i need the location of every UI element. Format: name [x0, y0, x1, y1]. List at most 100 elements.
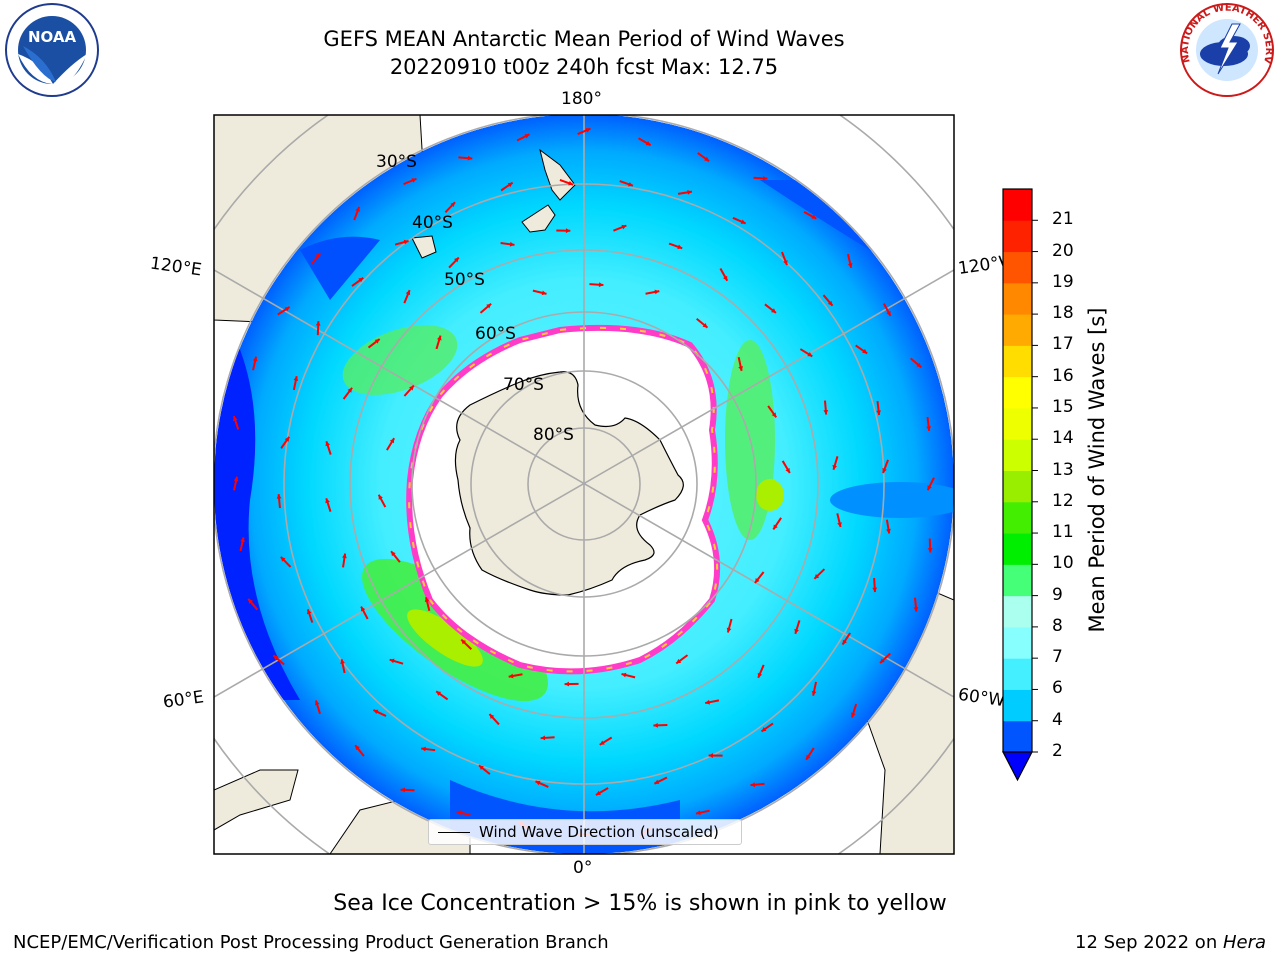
- wind-wave-arrow-head: [424, 597, 430, 603]
- wind-wave-arrow-head: [421, 746, 426, 752]
- wind-wave-arrow-head: [467, 155, 473, 161]
- wind-wave-arrow-head: [340, 659, 345, 665]
- lat-label-40s: 40°S: [412, 213, 453, 233]
- wind-wave-arrow-head: [358, 277, 364, 283]
- colorbar-segment: [1003, 251, 1032, 284]
- wind-wave-arrow-head: [771, 308, 776, 313]
- land-new-zealand: [521, 148, 576, 233]
- wind-wave-arrow-head: [851, 712, 856, 718]
- wind-wave-arrow-head: [645, 140, 651, 146]
- wind-wave-arrow-head: [454, 257, 459, 263]
- wind-wave-arrow-head: [342, 553, 347, 559]
- wind-wave-arrow-head: [738, 366, 744, 371]
- colorbar-tick-label: 9: [1052, 584, 1063, 605]
- lon-label-0: 0°: [573, 858, 593, 878]
- wind-wave-arrow-head: [355, 206, 360, 212]
- wind-wave-arrow-head: [750, 782, 756, 788]
- wind-wave-arrow-head: [926, 426, 932, 431]
- wind-wave-arrow-head: [621, 224, 627, 230]
- sea-ice-note: Sea Ice Concentration > 15% is shown in …: [333, 891, 947, 916]
- wind-wave-arrow-head: [314, 700, 320, 706]
- wind-wave-arrow-head: [540, 735, 546, 741]
- colorbar-segment: [1003, 470, 1032, 503]
- legend-line-sample: [438, 832, 470, 833]
- wind-wave-arrow-head: [541, 290, 547, 296]
- wind-wave-arrow-head: [676, 658, 682, 664]
- wind-wave-arrow-head: [585, 128, 591, 133]
- land-tasmania: [411, 235, 437, 259]
- wind-wave-arrow-head: [535, 780, 541, 786]
- colorbar-segment: [1003, 376, 1032, 409]
- wind-wave-arrow-head: [783, 260, 788, 266]
- wind-wave-arrow-head: [411, 178, 417, 183]
- wind-wave-arrow-head: [564, 681, 569, 687]
- wind-wave-arrow-head: [882, 468, 887, 473]
- map-legend: Wind Wave Direction (unscaled): [428, 819, 742, 845]
- wind-wave-arrow-head: [280, 556, 286, 562]
- wind-wave-arrow-head: [823, 409, 829, 415]
- colorbar-tick-label: 4: [1052, 709, 1063, 730]
- wind-wave-arrow-head: [785, 467, 790, 473]
- colorbar-tick-label: 8: [1052, 615, 1063, 636]
- wind-wave-arrow-head: [628, 181, 633, 187]
- wind-wave-arrow-head: [872, 587, 878, 593]
- map-frame: [213, 114, 955, 855]
- wind-wave-arrow-head: [478, 765, 484, 770]
- wind-wave-arrow-head: [811, 690, 817, 696]
- wind-wave-arrow-head: [702, 323, 708, 328]
- lat-label-80s: 80°S: [533, 425, 574, 445]
- wind-wave-arrow-head: [794, 628, 799, 634]
- wind-wave-arrow-head: [461, 639, 467, 645]
- wind-wave-arrow-head: [391, 551, 396, 557]
- wind-wave-arrow-head: [315, 252, 321, 258]
- wind-wave-arrow-head: [654, 289, 660, 295]
- wind-wave-arrow-head: [761, 726, 767, 732]
- wind-wave-arrow-head: [842, 639, 847, 645]
- wind-wave-arrow-head: [374, 339, 380, 344]
- legend-label: Wind Wave Direction (unscaled): [479, 823, 719, 841]
- colorbar-tick-label: 20: [1052, 240, 1074, 261]
- colorbar-tick-label: 11: [1052, 522, 1074, 543]
- wind-wave-arrow-head: [847, 263, 853, 268]
- colorbar-segment: [1003, 189, 1032, 221]
- colorbar-segment: [1003, 220, 1032, 253]
- wind-wave-arrow-head: [913, 607, 919, 612]
- wind-wave-arrow-head: [325, 498, 330, 504]
- wind-wave-arrow-head: [284, 436, 290, 442]
- wind-wave-arrow-head: [325, 441, 331, 447]
- wind-wave-arrow-head: [704, 156, 710, 162]
- colorbar-tick-label: 16: [1052, 365, 1074, 386]
- chart-title: GEFS MEAN Antarctic Mean Period of Wind …: [323, 27, 845, 51]
- wind-wave-arrow-head: [509, 241, 515, 247]
- wind-wave-arrow-head: [832, 464, 838, 470]
- wind-wave-arrow-head: [233, 416, 238, 422]
- colorbar-tick-label: 10: [1052, 553, 1074, 574]
- land-antarctica: [454, 371, 684, 596]
- wind-wave-arrow-head: [389, 658, 395, 664]
- wind-wave-arrow-head: [240, 537, 245, 543]
- colorbar-segment: [1003, 282, 1032, 315]
- wind-wave-arrow-head: [771, 412, 777, 418]
- wind-wave-arrow-head: [436, 691, 442, 696]
- wind-wave-arrow-head: [361, 606, 366, 612]
- colorbar-label: Mean Period of Wind Waves [s]: [1085, 307, 1109, 633]
- wind-wave-arrow-head: [687, 189, 692, 195]
- wind-wave-arrow-head: [705, 699, 710, 705]
- wind-wave-arrow-head: [347, 387, 353, 393]
- wind-wave-arrow-head: [507, 182, 513, 188]
- wind-wave-arrow-head: [827, 300, 833, 306]
- wind-wave-arrow-head: [486, 303, 492, 309]
- wind-wave-arrow-head: [595, 790, 601, 795]
- colorbar-tick-label: 19: [1052, 271, 1074, 292]
- colorbar-tick-label: 2: [1052, 741, 1063, 761]
- wind-wave-arrow-head: [233, 476, 239, 482]
- wind-wave-arrow-head: [273, 655, 279, 661]
- wind-wave-arrow-head: [293, 376, 299, 381]
- noaa-logo: NOAA: [5, 3, 99, 97]
- wind-wave-arrow-head: [389, 438, 395, 444]
- wind-wave-arrow-head: [740, 219, 746, 224]
- wind-wave-arrow-head: [876, 410, 881, 415]
- land-madagascar: [214, 769, 299, 831]
- footer-date: 12 Sep 2022 on Hera: [1075, 932, 1266, 953]
